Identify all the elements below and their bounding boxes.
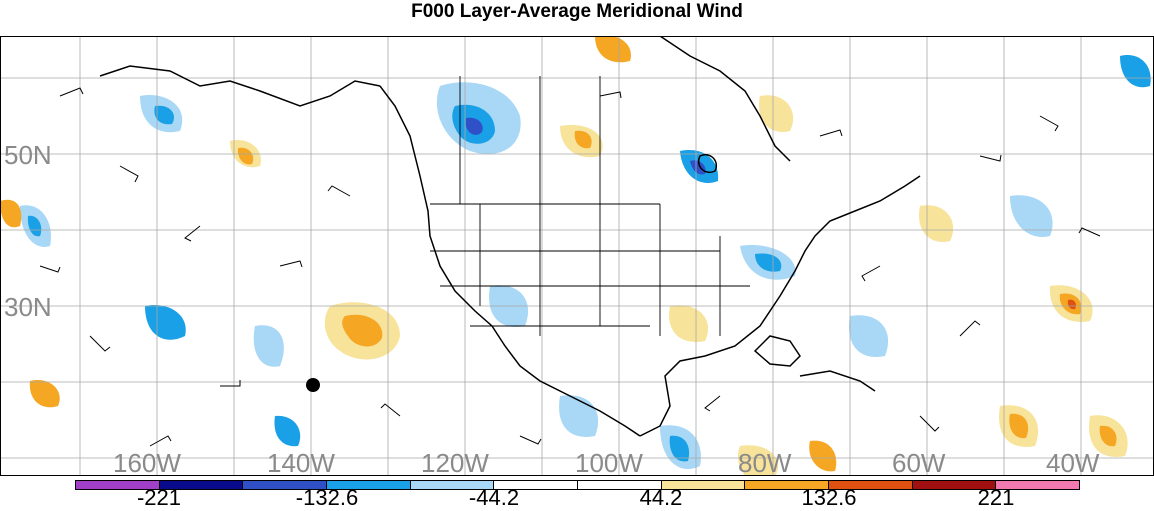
lon-label-160w: 160W (113, 448, 181, 476)
colorbar-label: 44.2 (639, 485, 683, 510)
colorbar-segment-4 (410, 481, 495, 489)
colorbar-segment-0 (76, 481, 160, 489)
lon-label-80w: 80W (738, 448, 792, 476)
colorbar-label: -221 (136, 485, 182, 510)
negative-wind-patches (20, 55, 1151, 470)
colorbar-label: -132.6 (295, 485, 359, 510)
lon-label-120w: 120W (421, 448, 489, 476)
colorbar-segment-10 (912, 481, 997, 489)
colorbar-segment-8 (745, 481, 830, 489)
positive-wind-patches (0, 36, 1128, 476)
colorbar-segment-1 (159, 481, 244, 489)
colorbar (75, 480, 1080, 490)
colorbar-label: -44.2 (468, 485, 520, 510)
lon-label-100w: 100W (575, 448, 643, 476)
lat-label-50n: 50N (4, 140, 52, 170)
lat-label-30n: 30N (4, 292, 52, 322)
lon-label-60w: 60W (892, 448, 946, 476)
coastlines (99, 36, 921, 437)
colorbar-label: 132.6 (801, 485, 857, 510)
lat-lon-grid (0, 36, 1154, 476)
political-borders (430, 76, 750, 336)
colorbar-segment-11 (996, 481, 1080, 489)
colorbar-label: 221 (977, 485, 1015, 510)
wind-map: 50N 30N 160W 140W 120W 100W 80W 60W 40W (0, 36, 1154, 476)
colorbar-segment-9 (829, 481, 913, 489)
map-title: F000 Layer-Average Meridional Wind (411, 1, 743, 22)
colorbar-segment-5 (494, 481, 579, 489)
lon-label-40w: 40W (1046, 448, 1100, 476)
location-marker (306, 378, 320, 392)
colorbar-segment-6 (578, 481, 662, 489)
wind-barbs (39, 87, 1101, 447)
colorbar-segment-7 (661, 481, 746, 489)
colorbar-segment-2 (243, 481, 328, 489)
lon-label-140w: 140W (267, 448, 335, 476)
colorbar-segment-3 (327, 481, 411, 489)
